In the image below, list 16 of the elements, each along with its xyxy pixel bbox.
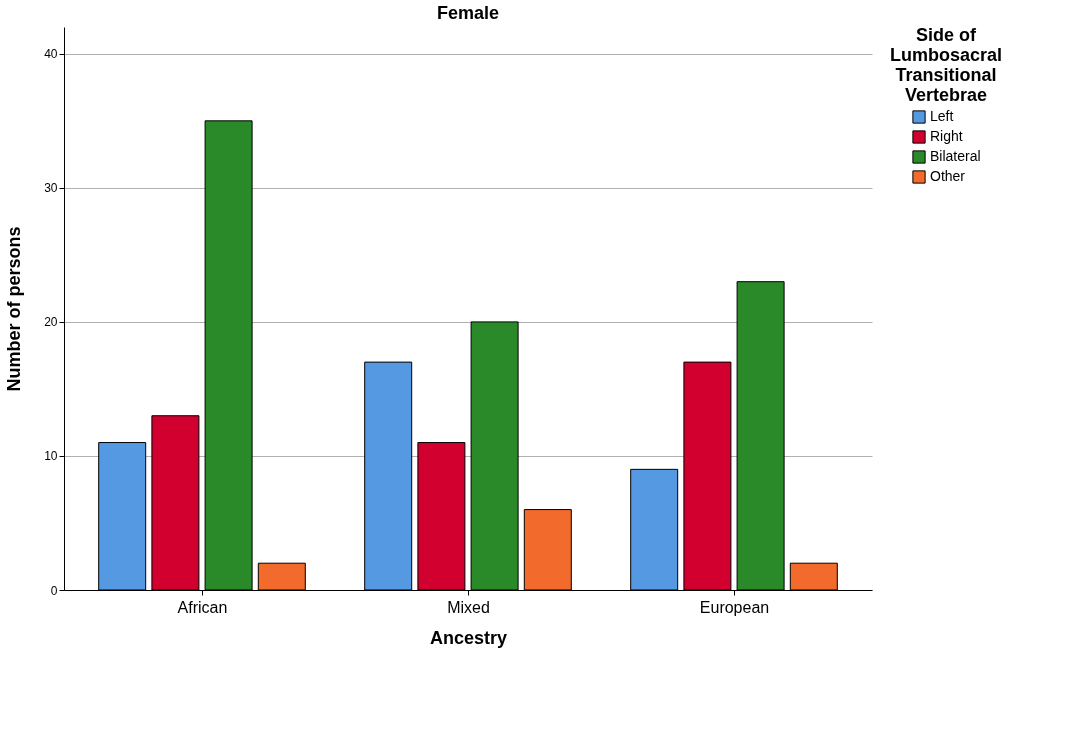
y-axis-title: Number of persons [4, 226, 25, 392]
y-tick-label: 20 [44, 315, 58, 330]
legend-label: Left [930, 108, 954, 124]
y-tick-label: 0 [50, 583, 58, 598]
x-tick-label: European [699, 598, 770, 616]
legend-label: Other [930, 168, 966, 184]
legend-label: Right [930, 128, 963, 144]
legend-label: Bilateral [930, 148, 981, 164]
chart-title: Female [436, 3, 500, 23]
y-tick-label: 40 [44, 47, 58, 62]
legend-title: Side of Lumbosacral Transitional Vertebrae [889, 25, 1003, 105]
y-tick-label: 30 [44, 181, 58, 196]
x-tick-label: African [177, 598, 228, 616]
x-tick-label: Mixed [447, 598, 490, 616]
y-tick-label: 10 [44, 449, 58, 464]
x-axis-title: Ancestry [429, 627, 508, 648]
